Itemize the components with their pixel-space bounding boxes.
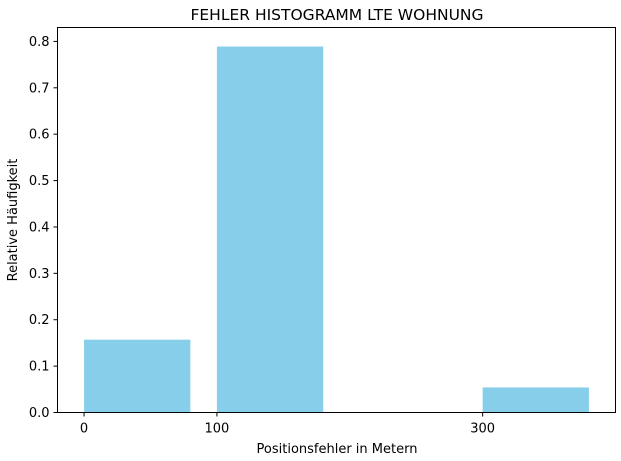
y-axis-ticks: 0.0 0.1 0.2 0.3 0.4 0.5 0.6 0.7 0.8 [29,35,58,421]
histogram-bar-0 [84,339,191,413]
plot-frame [57,27,616,413]
x-tick-label: 0 [80,422,88,437]
x-axis-ticks: 0 100 300 [80,412,495,437]
y-axis-label: Relative Häufigkeit [6,159,21,282]
y-tick-label: 0.2 [29,313,50,328]
x-tick-label: 300 [470,422,495,437]
y-tick-label: 0.6 [29,128,50,143]
y-tick-label: 0.4 [29,220,50,235]
y-tick-label: 0.8 [29,35,50,50]
chart-title: FEHLER HISTOGRAMM LTE WOHNUNG [190,6,483,24]
x-tick-label: 100 [205,422,230,437]
x-axis-label: Positionsfehler in Metern [257,442,418,457]
y-tick-label: 0.7 [29,81,50,96]
y-tick-label: 0.3 [29,267,50,282]
histogram-bar-1 [216,46,324,413]
y-tick-label: 0.5 [29,174,50,189]
bars-group [84,46,589,413]
histogram-bar-2 [482,387,589,413]
y-tick-label: 0.1 [29,360,50,375]
y-tick-label: 0.0 [29,406,50,421]
